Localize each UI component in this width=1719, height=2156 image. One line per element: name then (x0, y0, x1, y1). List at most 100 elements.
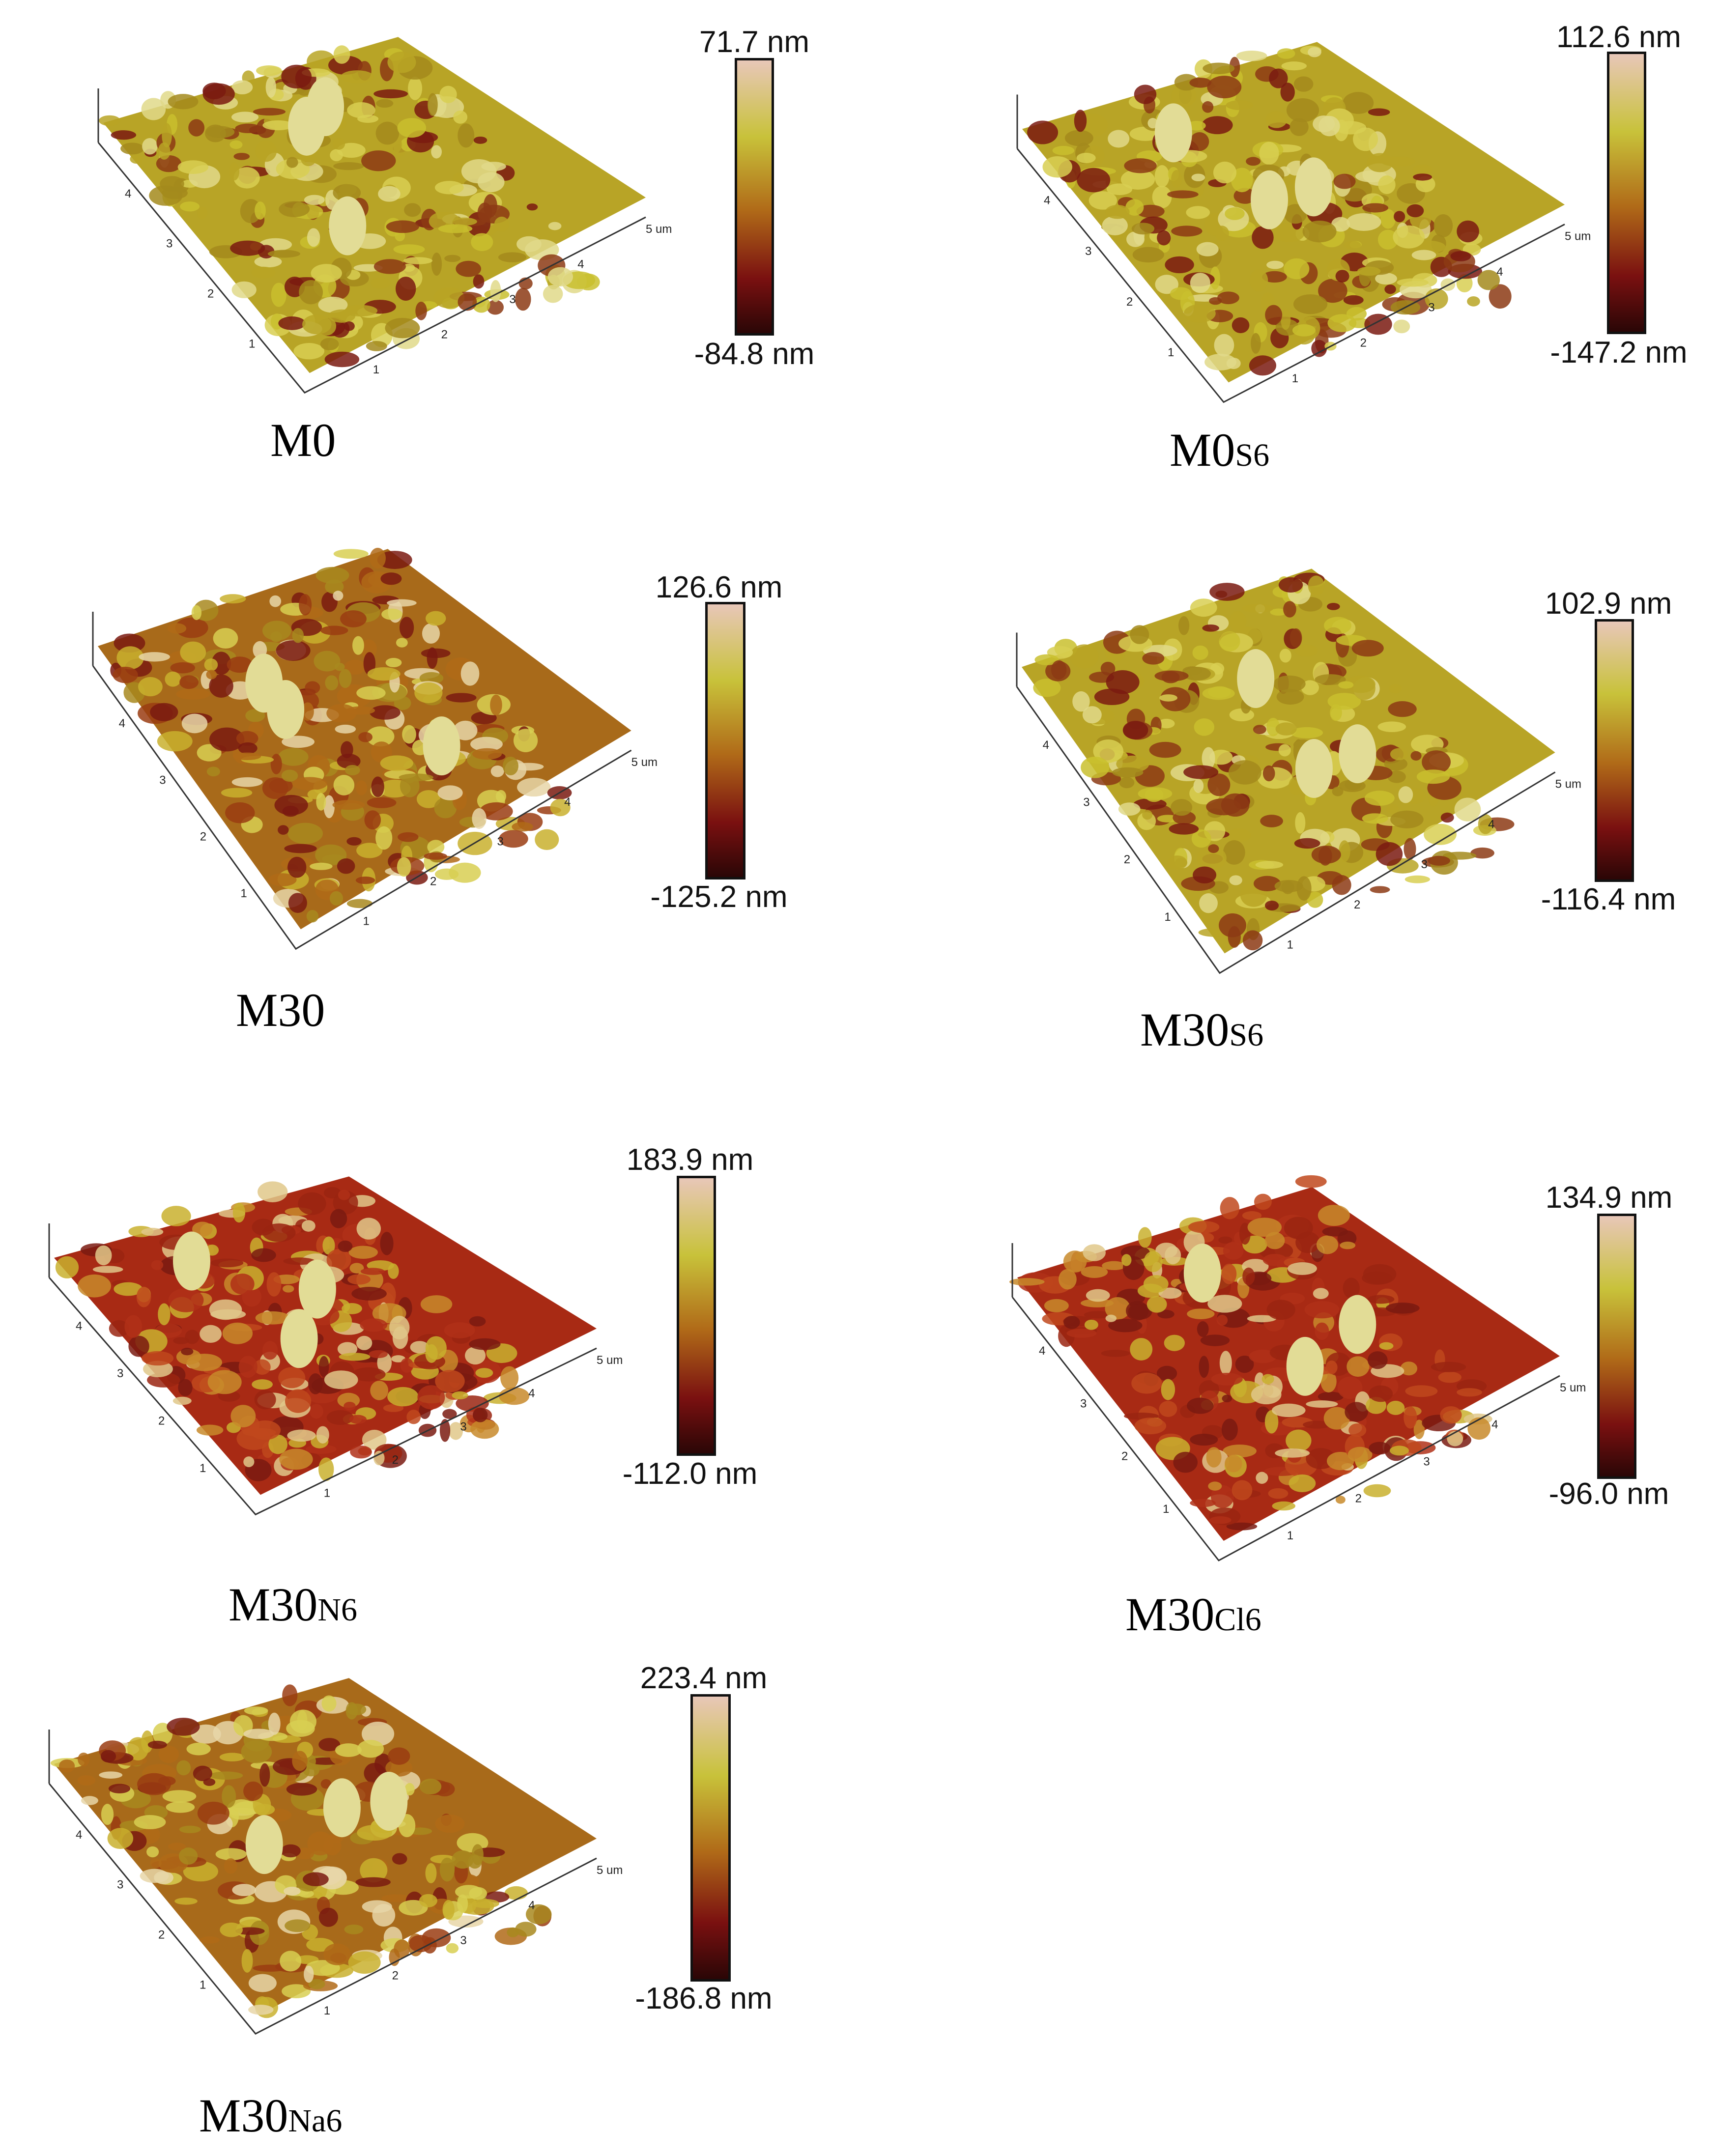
surface-grain (387, 51, 416, 73)
surface-grain (1362, 813, 1388, 824)
surface-grain (1390, 810, 1424, 828)
x-tick-label: 1 (1287, 938, 1293, 952)
surface-grain (176, 1760, 191, 1776)
surface-grain (210, 1309, 246, 1319)
surface-grain (453, 720, 478, 740)
x-tick-label: 1 (324, 2004, 330, 2017)
surface-grain (326, 1410, 354, 1425)
surface-grain (224, 1858, 237, 1874)
surface-grain (209, 727, 245, 752)
surface-grain (1204, 353, 1236, 370)
x-tick-label: 4 (1488, 818, 1494, 831)
colorbar-min-m30-cl6: -96.0 nm (1548, 1477, 1669, 1511)
surface-grain (408, 77, 423, 100)
surface-grain (1337, 1376, 1363, 1399)
surface-grain (1207, 76, 1242, 99)
surface-grain (281, 1844, 301, 1858)
surface-grain (315, 567, 349, 584)
surface-grain (1294, 644, 1318, 657)
surface-grain (280, 1951, 302, 1972)
y-tick-label: 1 (200, 1978, 206, 1991)
surface-grain (393, 244, 425, 255)
surface-grain (1156, 1365, 1177, 1381)
surface-grain (267, 250, 301, 258)
surface-grain (1288, 1262, 1317, 1275)
surface-grain (1102, 1261, 1126, 1271)
surface-grain (526, 203, 538, 211)
surface-grain (128, 1335, 149, 1357)
surface-grain (141, 98, 166, 120)
surface-grain (362, 1429, 387, 1450)
surface-grain (329, 891, 344, 906)
surface-grain (1362, 203, 1389, 213)
surface-grain (322, 1236, 335, 1255)
x-tick-label: 3 (460, 1934, 466, 1947)
surface-peak (280, 1309, 318, 1368)
surface-grain (427, 647, 438, 669)
surface-grain (1327, 314, 1357, 332)
surface-grain (1192, 645, 1208, 660)
surface-grain (498, 252, 527, 262)
surface-grain (433, 287, 465, 309)
surface-grain (127, 1737, 149, 1760)
surface-grain (1130, 625, 1149, 644)
surface-grain (230, 1273, 255, 1295)
afm-surface-m30: 1 2 3 4 5 um 1 2 3 4 (92, 547, 658, 950)
x-tick-label: 1 (324, 1487, 330, 1500)
surface-grain (284, 1886, 301, 1896)
surface-grain (1428, 855, 1451, 866)
surface-grain (293, 343, 325, 360)
surface-grain (168, 94, 199, 110)
y-tick-label: 2 (200, 830, 206, 844)
surface-grain (399, 773, 433, 781)
surface-grain (147, 1740, 167, 1749)
surface-grain (1190, 598, 1217, 617)
surface-grain (304, 195, 325, 205)
colorbar-max-m30-cl6: 134.9 nm (1545, 1181, 1673, 1215)
surface-grain (460, 661, 480, 686)
surface-grain (180, 641, 206, 663)
surface-grain (1190, 1433, 1218, 1446)
surface-grain (344, 1925, 364, 1934)
surface-grain (1266, 260, 1284, 269)
surface-grain (1363, 1484, 1391, 1498)
surface-grain (512, 822, 533, 832)
surface-grain (1223, 1445, 1257, 1458)
surface-grain (167, 1717, 200, 1736)
surface-grain (535, 829, 559, 850)
surface-grain (1183, 304, 1216, 323)
surface-grain (1199, 1356, 1209, 1378)
surface-grain (150, 1858, 162, 1868)
surface-grain (1171, 799, 1193, 816)
surface-grain (168, 1288, 204, 1312)
surface-grain (1295, 1175, 1327, 1188)
surface-grain (1216, 1314, 1228, 1326)
surface-grain (483, 194, 497, 218)
surface-grain (1265, 111, 1288, 128)
surface-grain (307, 50, 336, 73)
surface-grain (1229, 875, 1242, 885)
surface-grain (1277, 48, 1295, 59)
surface-grain (1467, 296, 1480, 307)
surface-grain (323, 795, 335, 819)
surface-grain (356, 1335, 372, 1350)
x-tick-label: 5 um (1555, 778, 1581, 791)
surface-grain (1182, 666, 1211, 681)
surface-grain (416, 790, 441, 808)
y-tick-label: 3 (117, 1878, 123, 1892)
surface-grain (305, 681, 320, 694)
surface-grain (1077, 168, 1111, 193)
surface-grain (77, 1775, 96, 1786)
surface-grain (1235, 1355, 1254, 1373)
surface-grain (414, 682, 443, 704)
surface-grain (473, 136, 487, 144)
surface-grain (1210, 266, 1220, 290)
y-tick-label: 1 (1163, 1503, 1169, 1516)
surface-grain (1355, 170, 1387, 182)
surface-grain (1219, 1351, 1232, 1375)
surface-grain (495, 790, 507, 803)
surface-grain (456, 1395, 489, 1412)
surface-grain (248, 1974, 277, 1992)
surface-grain (262, 1223, 296, 1242)
surface-grain (1211, 1372, 1243, 1386)
